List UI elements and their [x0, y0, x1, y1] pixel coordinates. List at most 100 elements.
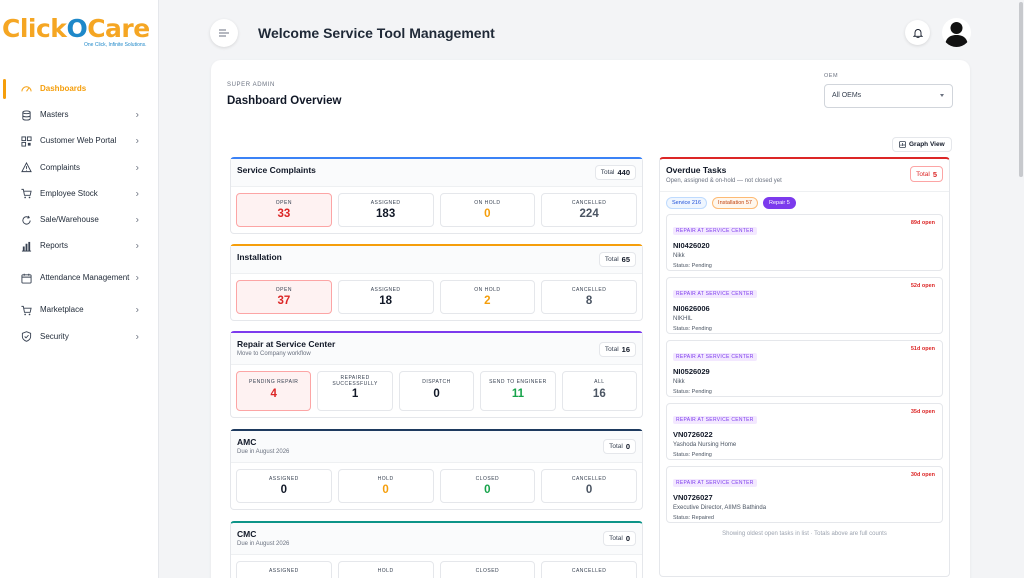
stat-dispatch[interactable]: DISPATCH 0: [398, 371, 475, 411]
pill-repair[interactable]: Repair 5: [763, 197, 796, 209]
chevron-right-icon: ›: [135, 135, 139, 147]
sidebar-item-reports[interactable]: Reports ›: [0, 233, 159, 259]
page-scrollbar[interactable]: [1018, 0, 1024, 578]
stat-label: OPEN: [275, 200, 292, 206]
sidebar-item-sale-warehouse[interactable]: Sale/Warehouse ›: [0, 207, 159, 233]
total-label: Total: [604, 346, 619, 353]
installation-section: Installation Total 65 OPEN 37 ASSIGNED 18 O…: [230, 244, 643, 321]
pill-installation[interactable]: Installation 57: [712, 197, 758, 209]
stat-cancelled[interactable]: CANCELLED 8: [541, 280, 637, 314]
chevron-right-icon: ›: [135, 304, 139, 316]
section-header: CMC Due in August 2026 Total 0: [231, 523, 642, 555]
chevron-right-icon: ›: [135, 188, 139, 200]
stat-cancelled[interactable]: CANCELLED 224: [541, 193, 637, 227]
scrollbar-thumb[interactable]: [1019, 2, 1023, 177]
overdue-task-card[interactable]: REPAIR AT SERVICE CENTER 52d open NI0626…: [666, 277, 943, 334]
stat-on-hold[interactable]: ON HOLD 0: [439, 193, 536, 227]
sidebar-item-masters[interactable]: Masters ›: [0, 102, 159, 128]
task-id: VN0726022: [673, 430, 713, 439]
sidebar-item-dashboards[interactable]: Dashboards: [0, 76, 159, 102]
stat-label: ASSIGNED: [268, 568, 299, 574]
sidebar-item-customer-web-portal[interactable]: Customer Web Portal ›: [0, 128, 159, 154]
task-customer-name: Yashoda Nursing Home: [673, 442, 737, 448]
stat-label: ON HOLD: [474, 287, 501, 293]
dashboard-icon: [20, 83, 32, 95]
refresh-icon: [20, 214, 32, 226]
oem-selected-value: All OEMs: [832, 92, 862, 99]
oem-select[interactable]: All OEMs: [824, 84, 953, 108]
sidebar-item-attendance-management[interactable]: Attendance Management ›: [0, 259, 159, 297]
task-days-open: 89d open: [910, 220, 935, 226]
section-subtitle: Move to Company workflow: [237, 351, 311, 357]
overdue-task-card[interactable]: REPAIR AT SERVICE CENTER 35d open VN0726…: [666, 403, 943, 460]
stat-assigned[interactable]: ASSIGNED 0: [236, 469, 332, 503]
sidebar-item-label: Masters: [40, 110, 69, 120]
overdue-task-card[interactable]: REPAIR AT SERVICE CENTER 51d open NI0526…: [666, 340, 943, 397]
stat-open[interactable]: OPEN 33: [236, 193, 332, 227]
stat-label: CANCELLED: [571, 200, 607, 206]
stat-value: 0: [280, 484, 288, 496]
calendar-icon: [20, 272, 32, 284]
stat-value: 1: [351, 388, 359, 400]
sidebar-item-marketplace[interactable]: Marketplace ›: [0, 297, 159, 323]
task-days-open: 51d open: [910, 346, 935, 352]
section-title: Service Complaints: [237, 165, 316, 175]
graph-view-button[interactable]: Graph View: [892, 137, 952, 152]
stats-row: OPEN 37 ASSIGNED 18 ON HOLD 2 CANCELLED 8: [231, 274, 642, 320]
overdue-task-card[interactable]: REPAIR AT SERVICE CENTER 89d open NI0426…: [666, 214, 943, 271]
task-status: Status: Pending: [673, 452, 712, 458]
logo-wordmark: ClickOCare: [2, 14, 158, 44]
sidebar-item-label: Customer Web Portal: [40, 136, 117, 146]
stat-closed[interactable]: CLOSED: [439, 561, 536, 578]
stat-on-hold[interactable]: ON HOLD 2: [439, 280, 536, 314]
stat-cancelled[interactable]: CANCELLED 0: [541, 469, 637, 503]
total-value: 5: [932, 169, 937, 179]
stat-closed[interactable]: CLOSED 0: [439, 469, 536, 503]
stat-cancelled[interactable]: CANCELLED: [541, 561, 637, 578]
stat-all[interactable]: ALL 16: [561, 371, 638, 411]
task-type-badge: REPAIR AT SERVICE CENTER: [673, 227, 757, 235]
menu-icon: [219, 29, 229, 37]
sidebar-item-employee-stock[interactable]: Employee Stock ›: [0, 181, 159, 207]
stat-pending-repair[interactable]: PENDING REPAIR 4: [236, 371, 312, 411]
chevron-right-icon: ›: [135, 240, 139, 252]
section-header: AMC Due in August 2026 Total 0: [231, 431, 642, 463]
task-customer-name: Nikk: [673, 379, 685, 385]
stat-assigned[interactable]: ASSIGNED: [236, 561, 332, 578]
avatar[interactable]: [942, 18, 971, 47]
warning-icon: [20, 162, 32, 174]
sidebar-item-security[interactable]: Security ›: [0, 324, 159, 350]
task-type-badge: REPAIR AT SERVICE CENTER: [673, 416, 757, 424]
overdue-task-card[interactable]: REPAIR AT SERVICE CENTER 30d open VN0726…: [666, 466, 943, 523]
overdue-title: Overdue Tasks: [666, 165, 727, 175]
clickocare-logo[interactable]: ClickOCare One Click, Infinite Solutions…: [2, 14, 158, 54]
overdue-header: Overdue Tasks Open, assigned & on-hold —…: [660, 159, 949, 192]
user-avatar-icon: [945, 22, 968, 47]
total-badge: Total 0: [603, 439, 636, 454]
total-badge: Total 65: [598, 252, 636, 267]
stat-label: ASSIGNED: [268, 476, 299, 482]
pill-service[interactable]: Service 216: [666, 197, 708, 209]
stat-hold[interactable]: HOLD: [337, 561, 434, 578]
chevron-right-icon: ›: [135, 214, 139, 226]
sidebar-item-complaints[interactable]: Complaints ›: [0, 155, 159, 181]
stat-assigned[interactable]: ASSIGNED 18: [337, 280, 434, 314]
total-label: Total: [916, 170, 930, 178]
stat-assigned[interactable]: ASSIGNED 183: [337, 193, 434, 227]
stat-value: 33: [277, 208, 291, 220]
stat-hold[interactable]: HOLD 0: [337, 469, 434, 503]
menu-toggle-button[interactable]: [210, 19, 238, 47]
task-type-badge: REPAIR AT SERVICE CENTER: [673, 290, 757, 298]
overdue-footer-note: Showing oldest open tasks in list · Tota…: [722, 531, 887, 537]
dashboard-title: Dashboard Overview: [227, 95, 342, 107]
stat-open[interactable]: OPEN 37: [236, 280, 332, 314]
sidebar-item-label: Sale/Warehouse: [40, 215, 99, 225]
notifications-button[interactable]: [905, 20, 930, 45]
task-status: Status: Repaired: [673, 515, 714, 521]
stat-value: 183: [376, 208, 396, 220]
shield-icon: [20, 331, 32, 343]
stat-send-to-engineer[interactable]: SEND TO ENGINEER 11: [480, 371, 556, 411]
stat-repaired-successfully[interactable]: REPAIRED SUCCESSFULLY 1: [317, 371, 393, 411]
stat-value: 11: [511, 388, 524, 400]
section-subtitle: Due in August 2026: [237, 541, 290, 547]
